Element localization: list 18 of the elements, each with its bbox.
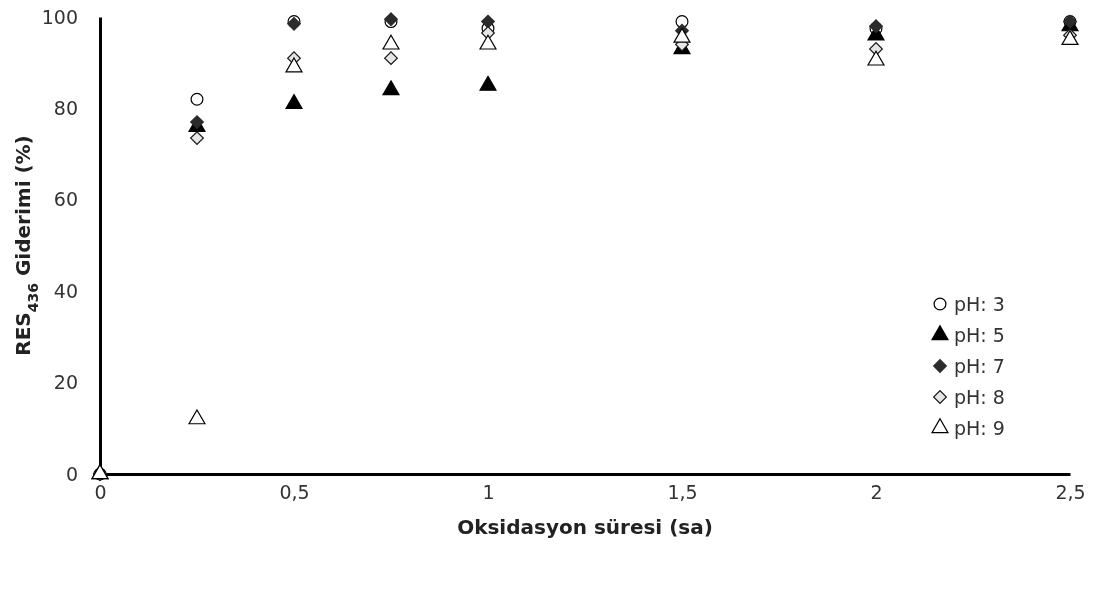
x-tick-label: 2,5: [1055, 481, 1086, 504]
x-tick-label: 2: [870, 481, 883, 504]
y-tick-label: 20: [53, 371, 78, 394]
y-tick-label: 0: [65, 462, 78, 485]
y-tick-label: 100: [41, 5, 78, 28]
legend-label: pH: 5: [954, 324, 1005, 346]
x-tick-label: 0: [94, 481, 107, 504]
x-tick-label: 0,5: [279, 481, 310, 504]
legend-label: pH: 8: [954, 386, 1005, 408]
x-tick-label: 1: [482, 481, 495, 504]
legend-label: pH: 7: [954, 355, 1005, 377]
legend-label: pH: 3: [954, 293, 1005, 315]
y-tick-label: 40: [53, 279, 78, 302]
x-tick-label: 1,5: [667, 481, 698, 504]
legend-label: pH: 9: [954, 417, 1005, 439]
y-tick-label: 80: [53, 96, 78, 119]
x-axis-title: Oksidasyon süresi (sa): [457, 515, 713, 539]
y-tick-label: 60: [53, 188, 78, 211]
